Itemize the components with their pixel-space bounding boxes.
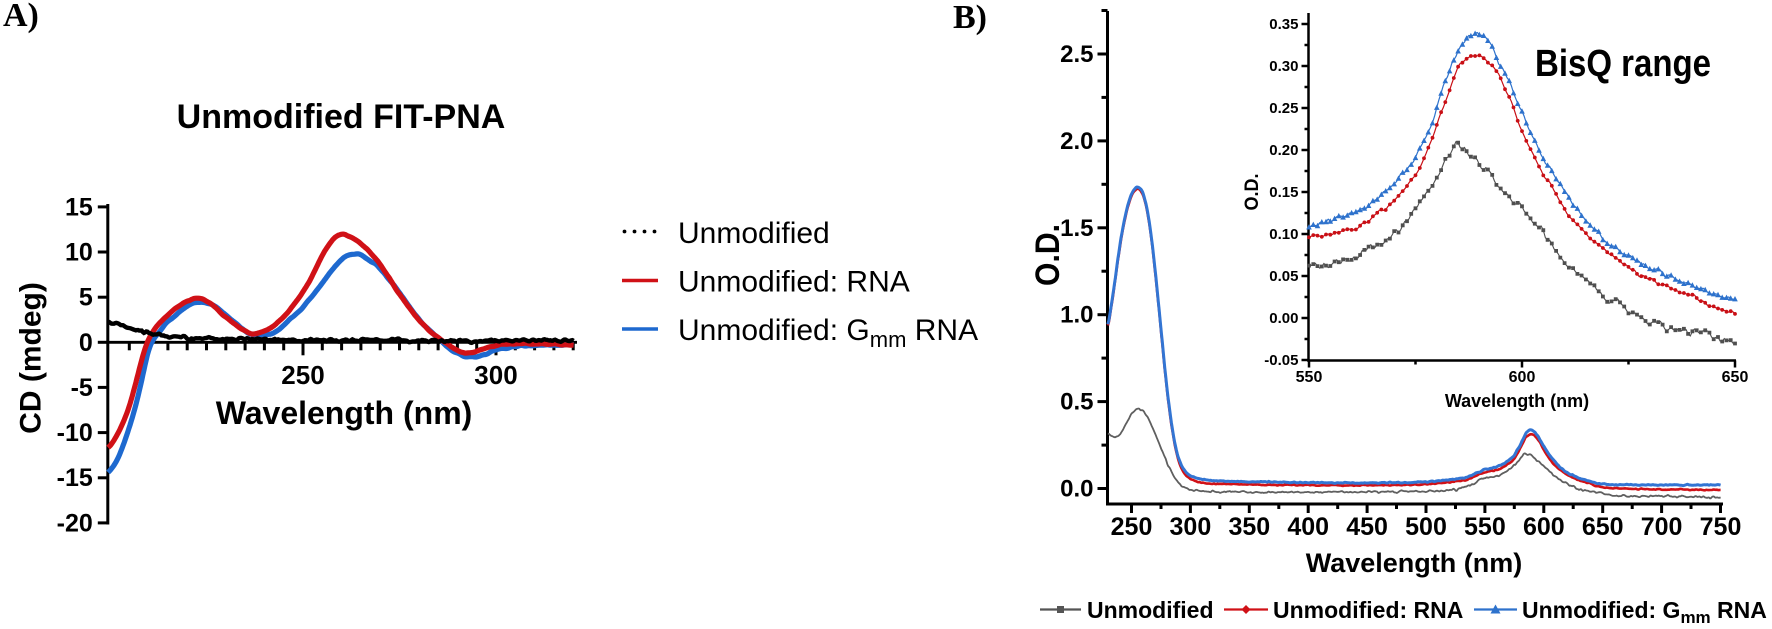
svg-text:-20: -20	[57, 509, 93, 537]
svg-text:BisQ range: BisQ range	[1535, 43, 1711, 85]
svg-text:O.D.: O.D.	[1242, 174, 1263, 211]
svg-text:300: 300	[474, 360, 517, 390]
svg-text:250: 250	[1111, 513, 1153, 541]
svg-text:2.0: 2.0	[1060, 128, 1093, 155]
svg-text:-5: -5	[71, 374, 93, 402]
svg-text:Unmodified: Gmm RNA: Unmodified: Gmm RNA	[678, 314, 978, 352]
svg-text:750: 750	[1700, 513, 1742, 541]
svg-text:300: 300	[1170, 513, 1212, 541]
svg-text:450: 450	[1346, 513, 1388, 541]
svg-text:0.05: 0.05	[1269, 268, 1298, 285]
svg-text:Unmodified: Gmm RNA: Unmodified: Gmm RNA	[1522, 597, 1767, 627]
svg-text:Unmodified FIT-PNA: Unmodified FIT-PNA	[177, 98, 506, 136]
svg-text:-0.05: -0.05	[1264, 352, 1298, 369]
svg-text:500: 500	[1405, 513, 1447, 541]
svg-text:1.0: 1.0	[1060, 302, 1093, 329]
svg-text:CD (mdeg): CD (mdeg)	[15, 282, 48, 434]
svg-text:550: 550	[1296, 369, 1323, 386]
svg-text:0.25: 0.25	[1269, 100, 1298, 117]
svg-text:O.D.: O.D.	[1029, 224, 1067, 286]
svg-text:Wavelength (nm): Wavelength (nm)	[1306, 548, 1523, 578]
svg-text:600: 600	[1523, 513, 1565, 541]
svg-text:250: 250	[281, 360, 324, 390]
svg-text:5: 5	[79, 284, 93, 312]
svg-text:0.00: 0.00	[1269, 310, 1298, 327]
svg-text:0.0: 0.0	[1060, 476, 1093, 503]
svg-text:550: 550	[1464, 513, 1506, 541]
svg-text:650: 650	[1722, 369, 1749, 386]
svg-text:15: 15	[65, 193, 93, 221]
svg-text:0.10: 0.10	[1269, 226, 1298, 243]
svg-text:700: 700	[1641, 513, 1683, 541]
svg-text:0.20: 0.20	[1269, 142, 1298, 159]
svg-text:0.15: 0.15	[1269, 184, 1298, 201]
svg-text:1.5: 1.5	[1060, 215, 1093, 242]
svg-text:0.5: 0.5	[1060, 389, 1093, 416]
svg-text:A): A)	[3, 0, 39, 34]
svg-text:B): B)	[953, 0, 987, 36]
svg-text:0.35: 0.35	[1269, 16, 1298, 33]
svg-text:Unmodified: RNA: Unmodified: RNA	[678, 266, 910, 299]
svg-text:400: 400	[1287, 513, 1329, 541]
svg-text:-10: -10	[57, 419, 93, 447]
svg-text:350: 350	[1228, 513, 1270, 541]
svg-text:10: 10	[65, 239, 93, 267]
svg-text:0.30: 0.30	[1269, 58, 1298, 75]
svg-text:Wavelength (nm): Wavelength (nm)	[1445, 391, 1589, 411]
svg-text:Unmodified: Unmodified	[678, 217, 830, 250]
svg-text:Wavelength (nm): Wavelength (nm)	[216, 395, 473, 431]
svg-text:0: 0	[79, 329, 93, 357]
svg-text:2.5: 2.5	[1060, 41, 1093, 68]
svg-text:Unmodified: RNA: Unmodified: RNA	[1273, 597, 1463, 623]
svg-text:650: 650	[1582, 513, 1624, 541]
svg-text:-15: -15	[57, 464, 93, 492]
svg-text:600: 600	[1509, 369, 1536, 386]
svg-text:Unmodified: Unmodified	[1087, 597, 1214, 623]
